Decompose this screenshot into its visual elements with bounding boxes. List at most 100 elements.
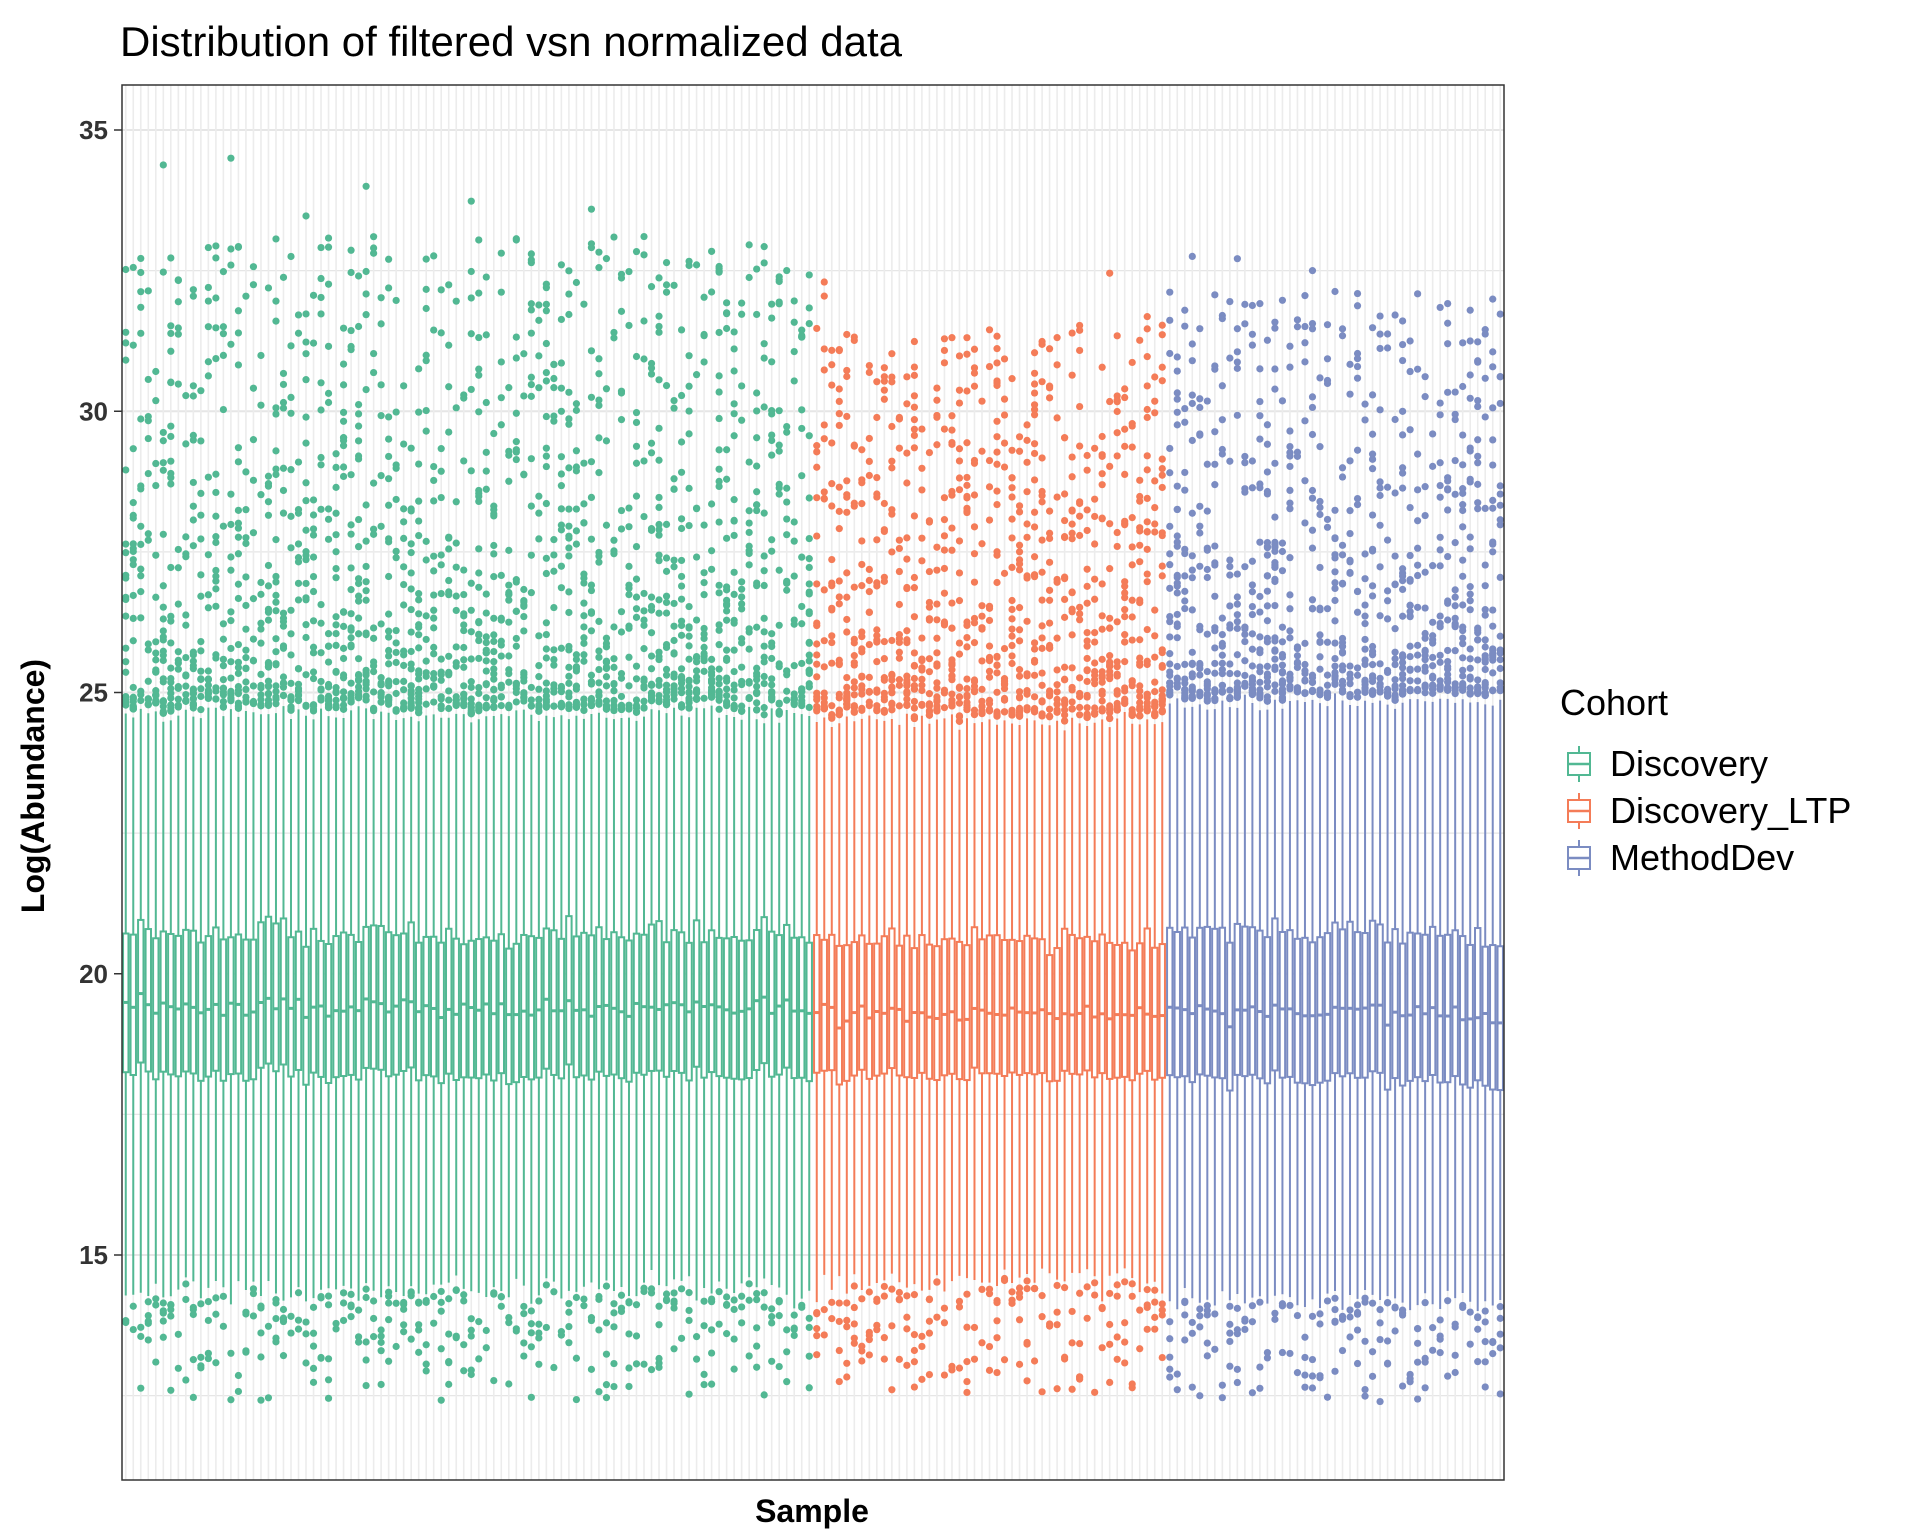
outlier-point <box>294 684 303 692</box>
outlier-point <box>1000 1356 1009 1364</box>
outlier-point <box>482 667 490 675</box>
outlier-point <box>437 561 445 569</box>
outlier-point <box>182 682 190 690</box>
outlier-point <box>865 471 873 480</box>
outlier-point <box>670 404 678 412</box>
outlier-point <box>873 493 881 501</box>
outlier-point <box>1286 427 1294 435</box>
outlier-point <box>617 416 626 424</box>
outlier-point <box>475 371 483 379</box>
outlier-point <box>1136 1345 1144 1353</box>
outlier-point <box>347 530 355 538</box>
outlier-point <box>167 639 175 647</box>
outlier-point <box>197 692 205 701</box>
outlier-point <box>1076 531 1084 540</box>
outlier-point <box>820 705 828 713</box>
outlier-point <box>445 1330 453 1338</box>
outlier-point <box>647 1285 656 1293</box>
box-body <box>1068 933 1076 1075</box>
outlier-point <box>1323 671 1332 679</box>
outlier-point <box>392 648 400 657</box>
outlier-point <box>888 378 896 386</box>
outlier-point <box>632 1301 641 1309</box>
outlier-point <box>505 1319 513 1327</box>
outlier-point <box>249 656 258 664</box>
outlier-point <box>1286 634 1294 642</box>
outlier-point <box>918 1375 926 1383</box>
outlier-point <box>332 1319 340 1328</box>
outlier-point <box>1053 1281 1061 1290</box>
outlier-point <box>1015 541 1024 549</box>
box <box>873 378 881 1334</box>
outlier-point <box>159 428 167 437</box>
outlier-point <box>1338 473 1347 481</box>
outlier-point <box>843 1299 851 1307</box>
outlier-point <box>685 1316 693 1325</box>
outlier-point <box>204 667 212 675</box>
outlier-point <box>542 630 550 639</box>
outlier-point <box>1045 345 1054 353</box>
outlier-point <box>1346 1306 1354 1314</box>
outlier-point <box>1346 360 1354 368</box>
outlier-point <box>1000 708 1009 716</box>
outlier-point <box>955 683 964 691</box>
outlier-point <box>452 563 460 571</box>
outlier-point <box>1083 628 1091 637</box>
box-body <box>1256 929 1264 1080</box>
box-body <box>1211 927 1219 1079</box>
outlier-point <box>1233 325 1241 333</box>
outlier-point <box>1226 1320 1234 1328</box>
outlier-point <box>685 699 693 707</box>
outlier-point <box>1015 1360 1024 1368</box>
outlier-point <box>1271 1315 1279 1323</box>
outlier-point <box>572 651 581 659</box>
outlier-point <box>835 507 843 515</box>
outlier-point <box>167 347 175 355</box>
outlier-point <box>970 523 979 531</box>
outlier-point <box>264 511 273 519</box>
box-body <box>332 935 340 1079</box>
outlier-point <box>407 540 415 548</box>
outlier-point <box>1030 671 1039 679</box>
outlier-point <box>490 703 498 711</box>
outlier-point <box>272 660 280 668</box>
outlier-point <box>182 1280 190 1288</box>
outlier-point <box>1293 323 1302 331</box>
outlier-point <box>888 350 896 358</box>
outlier-point <box>888 457 896 465</box>
outlier-point <box>595 653 603 661</box>
box-body <box>790 936 798 1080</box>
outlier-point <box>505 652 513 660</box>
outlier-point <box>1143 545 1151 553</box>
box-body <box>985 934 994 1075</box>
outlier-point <box>662 640 671 649</box>
outlier-point <box>385 610 393 618</box>
outlier-point <box>1233 1326 1241 1334</box>
outlier-point <box>287 252 295 261</box>
outlier-point <box>354 515 363 524</box>
box <box>662 259 671 1305</box>
outlier-point <box>324 243 333 251</box>
outlier-point <box>1188 574 1196 582</box>
outlier-point <box>234 594 243 603</box>
outlier-point <box>865 698 873 706</box>
outlier-point <box>685 632 693 640</box>
outlier-point <box>677 468 686 476</box>
outlier-point <box>1211 644 1219 652</box>
outlier-point <box>362 562 370 571</box>
outlier-point <box>1188 1383 1196 1391</box>
outlier-point <box>955 569 964 577</box>
box <box>152 367 160 1366</box>
outlier-point <box>948 656 956 664</box>
box-body <box>580 931 588 1077</box>
outlier-point <box>460 656 468 664</box>
outlier-point <box>264 1394 273 1402</box>
outlier-point <box>640 251 648 259</box>
outlier-point <box>970 711 979 719</box>
outlier-point <box>1181 404 1189 413</box>
box <box>497 249 506 1310</box>
outlier-point <box>625 562 633 570</box>
outlier-point <box>798 472 806 480</box>
outlier-point <box>970 456 979 465</box>
outlier-point <box>955 474 964 482</box>
